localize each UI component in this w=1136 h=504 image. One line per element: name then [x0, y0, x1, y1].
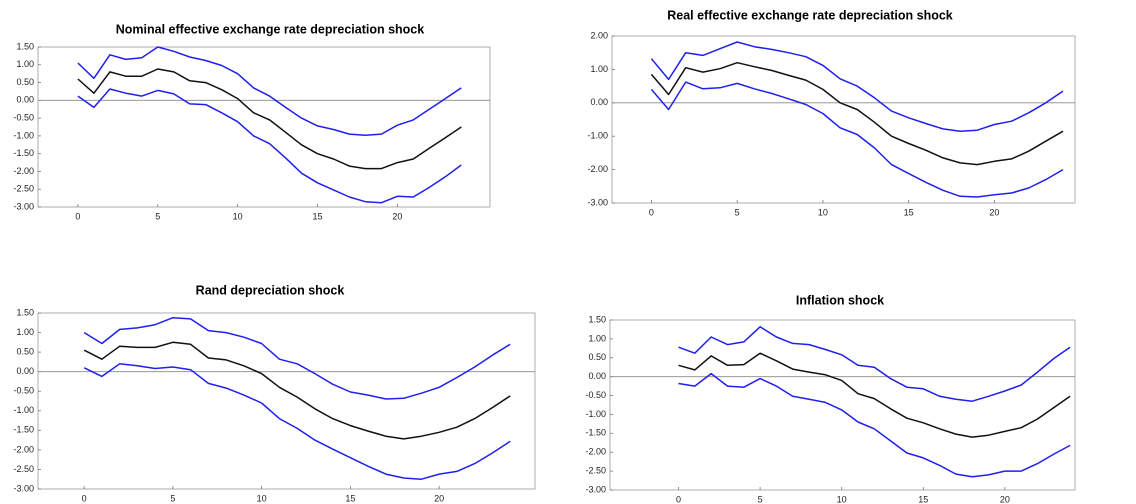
- y-tick-label: -0.50: [585, 390, 606, 400]
- y-tick-label: 0.00: [16, 366, 34, 376]
- y-tick-label: 1.50: [16, 41, 34, 51]
- x-tick-label: 10: [257, 493, 267, 503]
- plot-frame: [37, 312, 536, 490]
- x-tick-label: 15: [918, 494, 928, 504]
- series-line: [650, 41, 1064, 132]
- series-line: [77, 68, 462, 170]
- x-tick-label: 15: [345, 493, 355, 503]
- x-tick-label: 0: [82, 493, 87, 503]
- x-tick-label: 0: [676, 494, 681, 504]
- y-tick-label: -1.00: [13, 405, 34, 415]
- series-line: [678, 326, 1071, 402]
- y-tick-label: -2.00: [587, 164, 608, 174]
- x-tick-label: 10: [818, 207, 828, 217]
- series-line: [83, 341, 511, 440]
- x-tick-label: 0: [649, 207, 654, 217]
- y-tick-label: 1.50: [588, 314, 606, 324]
- y-tick-label: 0.00: [16, 95, 34, 105]
- y-tick-label: 1.00: [590, 64, 608, 74]
- chart-title: Nominal effective exchange rate deprecia…: [116, 22, 424, 36]
- y-tick-label: 0.50: [16, 77, 34, 87]
- y-tick-label: -1.00: [13, 130, 34, 140]
- series-line: [650, 81, 1064, 198]
- x-tick-label: 5: [155, 211, 160, 221]
- series-line: [678, 352, 1071, 438]
- y-tick-label: 1.00: [588, 333, 606, 343]
- y-tick-label: -1.50: [13, 148, 34, 158]
- x-tick-label: 20: [434, 493, 444, 503]
- y-tick-label: 0.50: [588, 352, 606, 362]
- y-tick-label: -0.50: [13, 386, 34, 396]
- y-tick-label: 1.00: [16, 327, 34, 337]
- series-line: [77, 46, 462, 136]
- x-tick-label: 15: [312, 211, 322, 221]
- series-line: [77, 88, 462, 204]
- y-tick-label: -3.00: [13, 483, 34, 493]
- y-tick-label: 1.50: [16, 307, 34, 317]
- y-tick-label: -2.00: [13, 166, 34, 176]
- y-tick-label: -2.00: [585, 447, 606, 457]
- x-tick-label: 10: [837, 494, 847, 504]
- y-tick-label: 2.00: [590, 30, 608, 40]
- y-tick-label: 1.00: [16, 59, 34, 69]
- y-tick-label: 0.00: [588, 371, 606, 381]
- x-tick-label: 5: [170, 493, 175, 503]
- plot-frame: [37, 46, 491, 208]
- y-tick-label: -2.50: [13, 184, 34, 194]
- series-line: [83, 316, 511, 400]
- y-tick-label: -2.50: [585, 465, 606, 475]
- x-tick-label: 5: [758, 494, 763, 504]
- y-tick-label: -0.50: [13, 112, 34, 122]
- y-tick-label: -1.00: [585, 409, 606, 419]
- series-line: [83, 363, 511, 480]
- x-tick-label: 5: [735, 207, 740, 217]
- y-tick-label: -3.00: [585, 484, 606, 494]
- y-tick-label: -2.00: [13, 444, 34, 454]
- y-tick-label: -1.00: [587, 131, 608, 141]
- plot-frame: [611, 35, 1076, 204]
- y-tick-label: 0.00: [590, 97, 608, 107]
- y-tick-label: -2.50: [13, 464, 34, 474]
- y-tick-label: 0.50: [16, 346, 34, 356]
- series-line: [650, 61, 1064, 166]
- series-line: [678, 372, 1071, 478]
- chart-title: Real effective exchange rate depreciatio…: [667, 8, 953, 22]
- y-tick-label: -3.00: [587, 197, 608, 207]
- x-tick-label: 15: [904, 207, 914, 217]
- x-tick-label: 20: [392, 211, 402, 221]
- y-tick-label: -1.50: [585, 428, 606, 438]
- x-tick-label: 0: [75, 211, 80, 221]
- y-tick-label: -3.00: [13, 201, 34, 211]
- y-tick-label: -1.50: [13, 425, 34, 435]
- x-tick-label: 20: [1000, 494, 1010, 504]
- chart-title: Rand depreciation shock: [196, 283, 345, 297]
- x-tick-label: 20: [989, 207, 999, 217]
- plot-frame: [609, 319, 1076, 491]
- chart-title: Inflation shock: [796, 293, 884, 307]
- x-tick-label: 10: [233, 211, 243, 221]
